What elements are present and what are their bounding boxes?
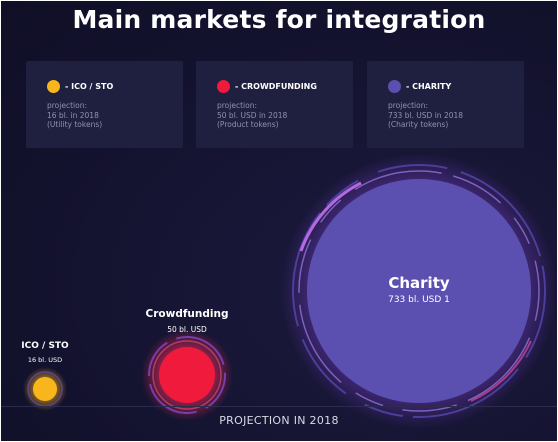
page-title: Main markets for integration <box>72 5 486 34</box>
charity-bubble-name: Charity <box>388 274 450 292</box>
ico-bubble <box>23 367 67 411</box>
legend-card-line: 733 bl. USD in 2018 <box>388 110 464 120</box>
crowdfunding-inner-ring <box>152 340 222 410</box>
charity-inner-ring <box>298 170 540 412</box>
charity-bubble-value: 733 bl. USD 1 <box>388 295 450 305</box>
legend-card-line: (Utility tokens) <box>47 120 103 129</box>
legend-card-label: - CHARITY <box>406 81 452 91</box>
charity-accent-arc <box>299 181 362 252</box>
ico-circle <box>33 377 57 401</box>
crowdfunding-ring <box>148 336 226 414</box>
footer-caption: PROJECTION IN 2018 <box>219 414 339 427</box>
ico-bubble-value: 16 bl. USD <box>27 356 63 364</box>
baseline-divider <box>1 406 557 407</box>
legend-card-charity: - CHARITY projection: 733 bl. USD in 201… <box>367 61 524 148</box>
legend-card-description: projection: 733 bl. USD in 2018 (Charity… <box>388 101 463 130</box>
ico-dot-icon <box>47 79 60 93</box>
legend-card-header: - ICO / STO <box>47 78 113 94</box>
charity-dot-icon <box>388 79 401 93</box>
ico-bubble-name: ICO / STO <box>21 341 69 351</box>
legend-card-line: projection: <box>217 101 257 110</box>
charity-accent-arc <box>470 340 532 402</box>
legend-card-description: projection: 50 bl. USD in 2018 (Product … <box>217 101 287 130</box>
charity-outer-ring <box>292 164 546 418</box>
charity-bubble <box>281 153 557 429</box>
legend-card-header: - CHARITY <box>388 78 451 94</box>
crowdfunding-bubble-value: 50 bl. USD <box>167 325 207 334</box>
charity-circle <box>307 179 531 403</box>
legend-card-line: 50 bl. USD in 2018 <box>217 110 288 120</box>
legend-card-line: (Charity tokens) <box>388 120 449 129</box>
legend-card-line: 16 bl. in 2018 <box>47 110 99 120</box>
legend-card-line: (Product tokens) <box>217 120 279 129</box>
legend-card-label: - ICO / STO <box>65 81 114 91</box>
crowdfunding-bubble <box>141 329 233 421</box>
crowdfunding-circle <box>159 347 215 403</box>
legend-card-crowdfunding: - CROWDFUNDING projection: 50 bl. USD in… <box>196 61 353 148</box>
legend-card-line: projection: <box>47 101 87 110</box>
legend-card-label: - CROWDFUNDING <box>235 81 317 91</box>
legend-card-header: - CROWDFUNDING <box>217 78 317 94</box>
legend-card-ico: - ICO / STO projection: 16 bl. in 2018 (… <box>26 61 183 148</box>
legend-card-line: projection: <box>388 101 428 110</box>
crowdfunding-bubble-name: Crowdfunding <box>145 308 229 320</box>
legend-card-description: projection: 16 bl. in 2018 (Utility toke… <box>47 101 102 130</box>
crowdfunding-dot-icon <box>217 79 230 93</box>
